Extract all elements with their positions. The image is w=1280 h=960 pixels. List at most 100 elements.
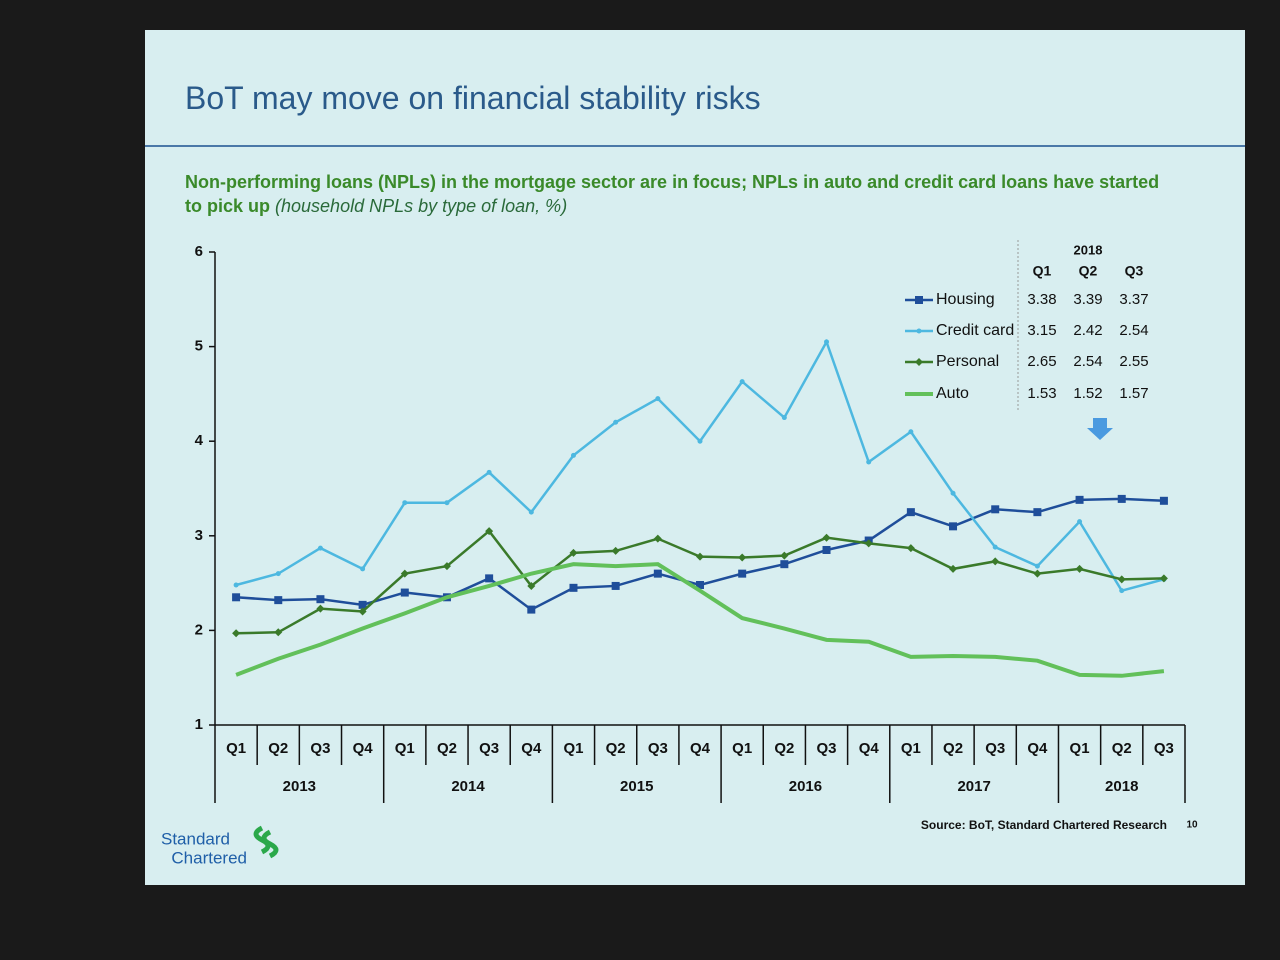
x-tick-label: Q2 (268, 740, 288, 757)
x-tick-label: Q4 (1027, 740, 1048, 757)
subtitle-text: Non-performing loans (NPLs) in the mortg… (185, 172, 1160, 216)
x-tick-label: Q1 (901, 740, 921, 757)
marker (1033, 569, 1042, 578)
marker (275, 571, 281, 577)
marker (906, 544, 915, 553)
marker (400, 569, 409, 578)
marker (528, 509, 534, 515)
x-tick-label: Q1 (226, 740, 246, 757)
marker (527, 605, 536, 614)
table-cell: 1.53 (1027, 385, 1056, 402)
marker (697, 438, 703, 444)
legend-label: Housing (936, 291, 995, 308)
marker (864, 539, 873, 548)
marker (1075, 564, 1084, 573)
table-cell: 3.15 (1027, 322, 1056, 339)
marker (486, 469, 492, 475)
x-tick-label: Q1 (395, 740, 415, 757)
marker (991, 505, 1000, 514)
table-column: Q1 (1033, 263, 1052, 279)
table-cell: 2.54 (1119, 322, 1148, 339)
x-tick-label: Q4 (690, 740, 711, 757)
marker (358, 600, 367, 609)
marker (738, 553, 747, 562)
marker (316, 604, 325, 613)
marker (570, 452, 576, 458)
year-label: 2013 (283, 778, 316, 795)
table-cell: 1.52 (1073, 385, 1102, 402)
table-column: Q3 (1125, 263, 1144, 279)
x-tick-label: Q3 (310, 740, 330, 757)
x-tick-label: Q1 (1070, 740, 1090, 757)
x-tick-label: Q2 (1112, 740, 1132, 757)
marker (233, 582, 239, 588)
marker (696, 580, 704, 589)
legend-label: Credit card (936, 322, 1014, 339)
table-cell: 2.55 (1119, 353, 1148, 370)
marker (232, 593, 241, 602)
marker (444, 500, 450, 506)
marker (655, 396, 661, 402)
slide-title: BoT may move on financial stability risk… (185, 80, 761, 116)
table-column: Q2 (1079, 263, 1098, 279)
marker (1077, 519, 1083, 525)
y-tick-label: 2 (195, 621, 203, 638)
y-tick-label: 3 (195, 527, 203, 544)
marker (653, 534, 662, 543)
x-tick-label: Q4 (521, 740, 542, 757)
marker (824, 339, 830, 345)
table-cell: 2.65 (1027, 353, 1056, 370)
year-label: 2014 (451, 778, 485, 795)
title-rule (145, 145, 1245, 147)
marker (992, 544, 998, 550)
year-label: 2017 (957, 778, 990, 795)
marker (915, 296, 923, 304)
y-tick-label: 5 (195, 338, 203, 355)
year-label: 2015 (620, 778, 653, 795)
marker (317, 545, 323, 551)
x-tick-label: Q2 (774, 740, 794, 757)
x-tick-label: Q3 (817, 740, 837, 757)
marker (1117, 575, 1126, 584)
marker (781, 415, 787, 421)
marker (906, 508, 915, 517)
marker (866, 459, 872, 465)
marker (822, 533, 831, 542)
marker (485, 527, 494, 536)
marker (400, 588, 409, 597)
marker (316, 595, 325, 604)
marker (611, 546, 620, 555)
marker (1159, 496, 1168, 505)
marker (569, 548, 578, 557)
table-cell: 2.42 (1073, 322, 1102, 339)
marker (915, 358, 923, 366)
table-cell: 2.54 (1073, 353, 1102, 370)
page-number: 10 (1186, 820, 1198, 831)
marker (991, 557, 1000, 566)
x-tick-label: Q3 (1154, 740, 1174, 757)
marker (950, 490, 956, 496)
y-tick-label: 6 (195, 243, 203, 260)
marker (442, 562, 451, 571)
marker (613, 419, 619, 425)
x-tick-label: Q2 (437, 740, 457, 757)
logo-mark (253, 825, 279, 859)
marker (402, 500, 408, 506)
marker (949, 564, 958, 573)
y-tick-label: 4 (195, 432, 204, 449)
slide: BoT may move on financial stability risk… (145, 30, 1245, 885)
x-tick-label: Q3 (985, 740, 1005, 757)
legend-label: Personal (936, 353, 999, 370)
marker (916, 328, 922, 334)
table-cell: 3.38 (1027, 291, 1056, 308)
table-cell: 3.39 (1073, 291, 1102, 308)
marker (949, 522, 958, 531)
marker (1033, 508, 1042, 517)
marker (360, 566, 366, 572)
logo-line: Chartered (171, 848, 247, 867)
marker (611, 581, 620, 590)
x-tick-label: Q1 (563, 740, 583, 757)
x-tick-label: Q4 (859, 740, 880, 757)
